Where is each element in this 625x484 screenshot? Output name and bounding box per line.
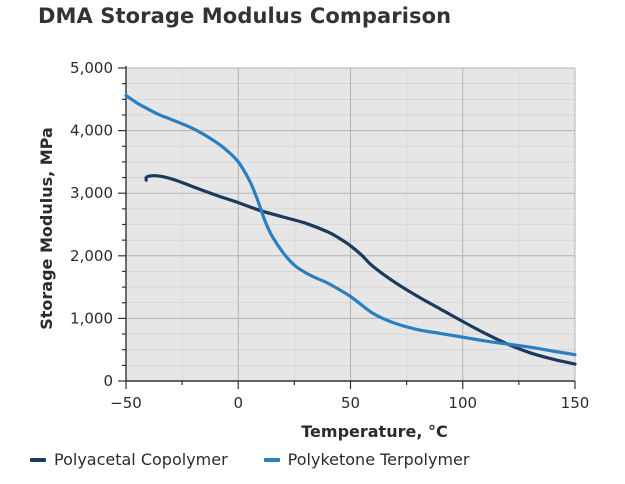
- series-line-polyacetal: [144, 174, 577, 366]
- y-tick-label: 5,000: [70, 59, 113, 77]
- x-tick-label: 100: [448, 394, 477, 412]
- legend-item-polyketone: Polyketone Terpolymer: [263, 450, 470, 469]
- series-lines: [124, 93, 577, 366]
- y-tick-label: 2,000: [70, 247, 113, 265]
- legend-label-polyketone: Polyketone Terpolymer: [287, 450, 470, 469]
- legend-item-polyacetal: Polyacetal Copolymer: [30, 450, 228, 469]
- grid-lines: [126, 67, 576, 381]
- legend: Polyacetal Copolymer Polyketone Terpolym…: [30, 450, 469, 469]
- x-tick-label: 150: [561, 394, 590, 412]
- legend-swatch-polyketone: [263, 457, 280, 462]
- y-tick-label: 3,000: [70, 184, 113, 202]
- y-axis-label: Storage Modulus, MPa: [37, 127, 56, 330]
- series-line-polyketone: [124, 93, 577, 357]
- y-tick-label: 1,000: [70, 309, 113, 327]
- x-axis-label: Temperature, °C: [301, 422, 447, 441]
- x-tick-label: 50: [341, 394, 360, 412]
- tick-labels: 0 1,000 2,000 3,000 4,000 5,000 −50 0 50 100 150: [70, 59, 589, 412]
- axes: [118, 66, 576, 389]
- x-tick-label: 0: [233, 394, 243, 412]
- legend-label-polyacetal: Polyacetal Copolymer: [54, 450, 228, 469]
- y-tick-label: 4,000: [70, 122, 113, 140]
- chart-title: DMA Storage Modulus Comparison: [38, 4, 452, 28]
- x-tick-label: −50: [110, 394, 142, 412]
- y-tick-label: 0: [103, 372, 113, 390]
- legend-swatch-polyacetal: [30, 457, 46, 462]
